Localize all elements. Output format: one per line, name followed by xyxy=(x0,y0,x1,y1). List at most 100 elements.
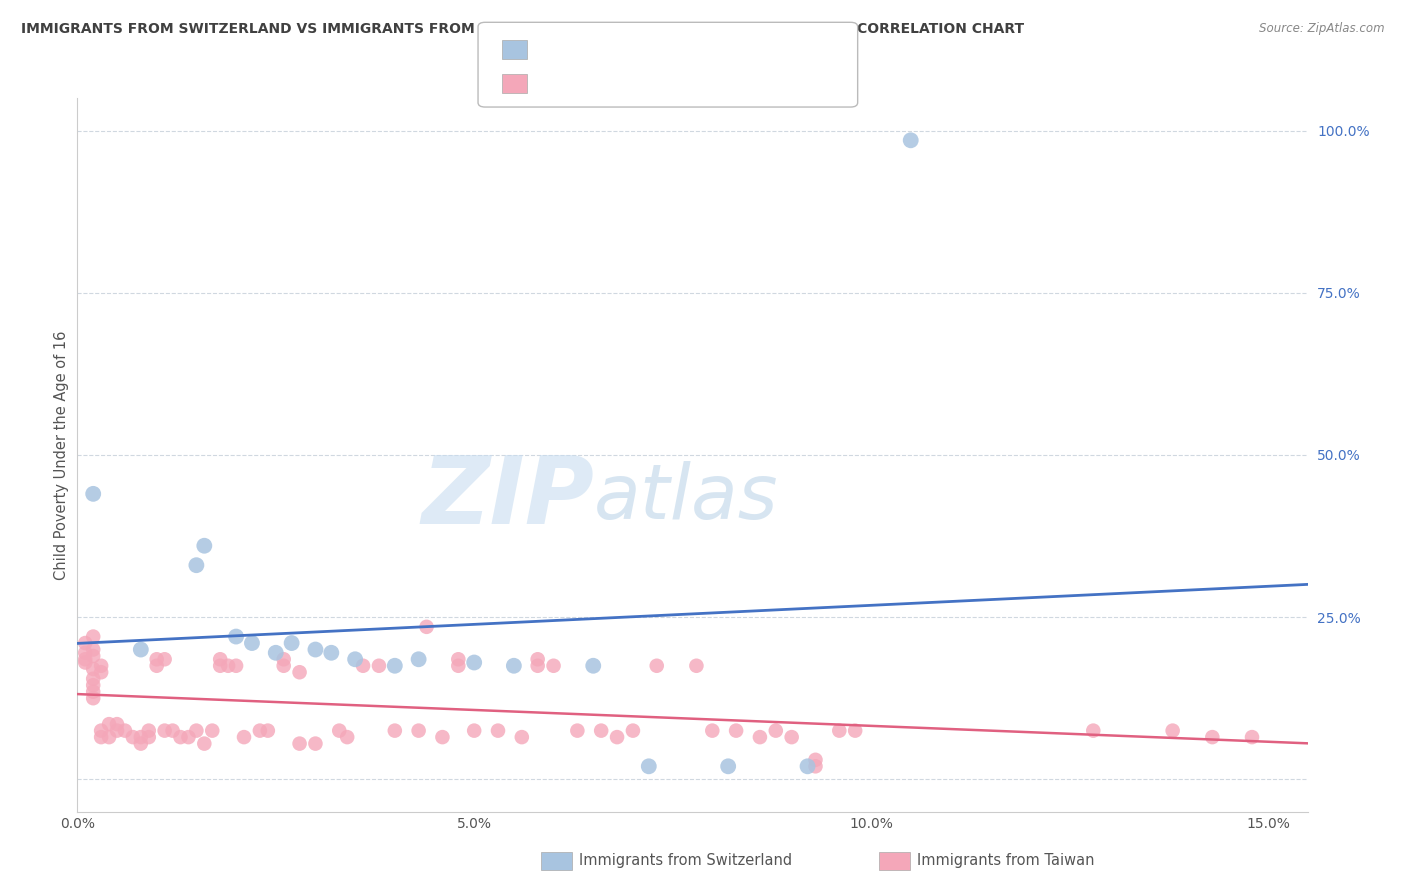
Point xyxy=(765,723,787,738)
Point xyxy=(567,723,589,738)
Text: Immigrants from Taiwan: Immigrants from Taiwan xyxy=(917,854,1094,868)
Point xyxy=(748,730,770,744)
Point xyxy=(828,723,851,738)
Point xyxy=(288,737,311,751)
Point xyxy=(153,652,176,666)
Point xyxy=(526,658,548,673)
Point xyxy=(75,646,97,660)
Point xyxy=(186,558,208,573)
Point xyxy=(138,723,160,738)
Point xyxy=(162,723,184,738)
Point xyxy=(193,539,215,553)
Point xyxy=(1161,723,1184,738)
Point xyxy=(90,665,112,680)
Point xyxy=(153,723,176,738)
Point xyxy=(510,730,533,744)
Point xyxy=(129,737,152,751)
Point xyxy=(344,652,367,666)
Text: atlas: atlas xyxy=(595,461,779,534)
Point xyxy=(645,658,668,673)
Point xyxy=(543,658,565,673)
Point xyxy=(582,658,605,673)
Point xyxy=(447,652,470,666)
Point xyxy=(844,723,866,738)
Text: R = -0.123    N = 83: R = -0.123 N = 83 xyxy=(538,78,706,93)
Text: IMMIGRANTS FROM SWITZERLAND VS IMMIGRANTS FROM TAIWAN CHILD POVERTY UNDER THE AG: IMMIGRANTS FROM SWITZERLAND VS IMMIGRANT… xyxy=(21,22,1024,37)
Point xyxy=(1240,730,1263,744)
Point xyxy=(368,658,391,673)
Point xyxy=(98,717,121,731)
Point xyxy=(352,658,374,673)
Point xyxy=(209,658,232,673)
Text: Source: ZipAtlas.com: Source: ZipAtlas.com xyxy=(1260,22,1385,36)
Point xyxy=(256,723,278,738)
Point xyxy=(249,723,271,738)
Point xyxy=(321,646,343,660)
Point xyxy=(233,730,256,744)
Point xyxy=(463,656,485,670)
Point xyxy=(201,723,224,738)
Point xyxy=(82,648,104,663)
Point xyxy=(75,656,97,670)
Point xyxy=(264,646,287,660)
Point xyxy=(82,662,104,676)
Point xyxy=(273,652,295,666)
Point xyxy=(304,737,326,751)
Text: R =  0.792    N = 20: R = 0.792 N = 20 xyxy=(538,44,706,59)
Point xyxy=(900,133,922,147)
Point xyxy=(280,636,302,650)
Point xyxy=(82,487,104,501)
Point xyxy=(177,730,200,744)
Point xyxy=(725,723,748,738)
Point xyxy=(780,730,803,744)
Point xyxy=(606,730,628,744)
Point xyxy=(702,723,724,738)
Point xyxy=(1201,730,1223,744)
Point xyxy=(384,658,406,673)
Point xyxy=(82,691,104,706)
Point xyxy=(82,684,104,698)
Point xyxy=(145,652,167,666)
Point xyxy=(328,723,350,738)
Point xyxy=(408,723,430,738)
Point xyxy=(502,658,524,673)
Point xyxy=(90,730,112,744)
Point xyxy=(304,642,326,657)
Point xyxy=(447,658,470,673)
Point xyxy=(796,759,818,773)
Point xyxy=(129,642,152,657)
Point xyxy=(145,658,167,673)
Point xyxy=(138,730,160,744)
Point xyxy=(98,730,121,744)
Point xyxy=(273,658,295,673)
Text: Immigrants from Switzerland: Immigrants from Switzerland xyxy=(579,854,793,868)
Point xyxy=(384,723,406,738)
Point xyxy=(225,630,247,644)
Point xyxy=(240,636,263,650)
Point xyxy=(217,658,239,673)
Point xyxy=(408,652,430,666)
Point xyxy=(186,723,208,738)
Point xyxy=(591,723,613,738)
Point xyxy=(122,730,145,744)
Point xyxy=(526,652,548,666)
Point xyxy=(336,730,359,744)
Point xyxy=(114,723,136,738)
Point xyxy=(432,730,454,744)
Point xyxy=(804,753,827,767)
Point xyxy=(75,636,97,650)
Point xyxy=(463,723,485,738)
Point xyxy=(82,672,104,686)
Point xyxy=(169,730,191,744)
Point xyxy=(288,665,311,680)
Point xyxy=(685,658,707,673)
Point xyxy=(193,737,215,751)
Point xyxy=(75,652,97,666)
Point xyxy=(82,642,104,657)
Point xyxy=(82,630,104,644)
Point xyxy=(225,658,247,673)
Point xyxy=(82,678,104,692)
Point xyxy=(105,717,128,731)
Point xyxy=(486,723,509,738)
Point xyxy=(637,759,659,773)
